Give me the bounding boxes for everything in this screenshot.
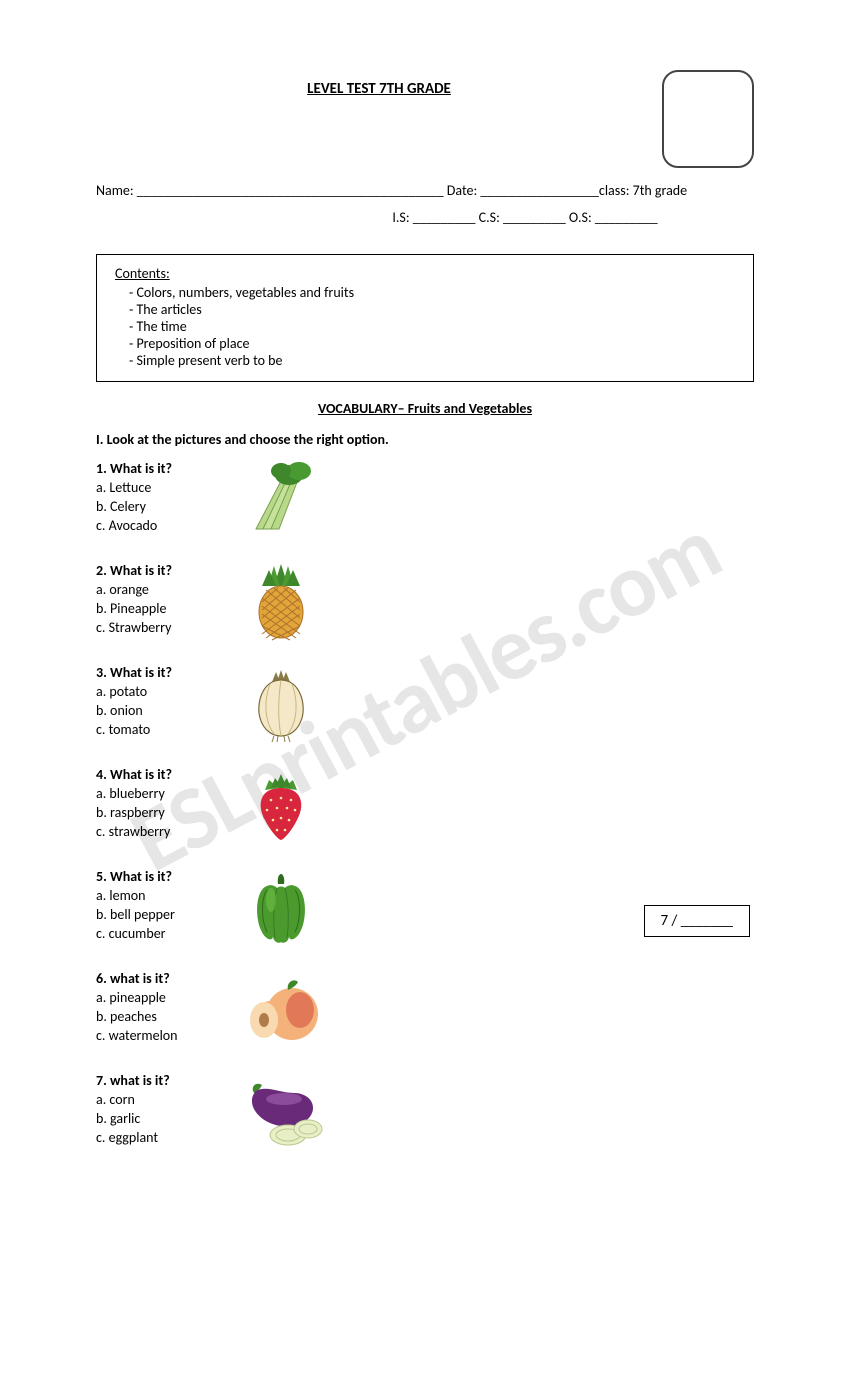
contents-item: Preposition of place [143, 335, 735, 352]
score-box [662, 70, 754, 168]
option-b: b. onion [96, 702, 236, 721]
question-head: 4. What is it? [96, 766, 236, 785]
option-c: c. Strawberry [96, 619, 236, 638]
questions: 1. What is it? a. Lettuce b. Celery c. A… [96, 460, 754, 1152]
onion-icon [236, 664, 326, 744]
option-c: c. eggplant [96, 1129, 236, 1148]
option-c: c. strawberry [96, 823, 236, 842]
question-head: 5. What is it? [96, 868, 236, 887]
score-fields-line: I.S: _________ C.S: _________ O.S: _____… [96, 209, 754, 226]
question-head: 1. What is it? [96, 460, 236, 479]
option-c: c. watermelon [96, 1027, 236, 1046]
question-head: 2. What is it? [96, 562, 236, 581]
contents-list: Colors, numbers, vegetables and fruits T… [115, 284, 735, 369]
question-6: 6. what is it? a. pineapple b. peaches c… [96, 970, 754, 1050]
question-head: 7. what is it? [96, 1072, 236, 1091]
option-b: b. garlic [96, 1110, 236, 1129]
eggplant-icon [236, 1072, 326, 1152]
contents-item: Simple present verb to be [143, 352, 735, 369]
question-1: 1. What is it? a. Lettuce b. Celery c. A… [96, 460, 754, 540]
option-c: c. tomato [96, 721, 236, 740]
option-b: b. bell pepper [96, 906, 236, 925]
celery-icon [236, 460, 326, 540]
option-c: c. cucumber [96, 925, 236, 944]
option-b: b. Pineapple [96, 600, 236, 619]
strawberry-icon [236, 766, 326, 846]
option-c: c. Avocado [96, 517, 236, 536]
option-a: a. Lettuce [96, 479, 236, 498]
option-a: a. potato [96, 683, 236, 702]
contents-item: Colors, numbers, vegetables and fruits [143, 284, 735, 301]
instruction: I. Look at the pictures and choose the r… [96, 431, 754, 448]
question-7: 7. what is it? a. corn b. garlic c. eggp… [96, 1072, 754, 1152]
question-head: 3. What is it? [96, 664, 236, 683]
question-5: 5. What is it? a. lemon b. bell pepper c… [96, 868, 754, 948]
question-head: 6. what is it? [96, 970, 236, 989]
section-title: VOCABULARY– Fruits and Vegetables [96, 400, 754, 417]
pineapple-icon [236, 562, 326, 642]
bell-pepper-icon [236, 868, 326, 948]
page-title: LEVEL TEST 7TH GRADE [96, 70, 662, 98]
contents-item: The articles [143, 301, 735, 318]
peach-icon [236, 970, 326, 1050]
contents-box: Contents: Colors, numbers, vegetables an… [96, 254, 754, 382]
question-3: 3. What is it? a. potato b. onion c. tom… [96, 664, 754, 744]
question-4: 4. What is it? a. blueberry b. raspberry… [96, 766, 754, 846]
option-a: a. blueberry [96, 785, 236, 804]
option-b: b. peaches [96, 1008, 236, 1027]
option-b: b. raspberry [96, 804, 236, 823]
option-b: b. Celery [96, 498, 236, 517]
option-a: a. orange [96, 581, 236, 600]
contents-item: The time [143, 318, 735, 335]
contents-label: Contents: [115, 265, 735, 282]
option-a: a. lemon [96, 887, 236, 906]
option-a: a. corn [96, 1091, 236, 1110]
question-2: 2. What is it? a. orange b. Pineapple c.… [96, 562, 754, 642]
option-a: a. pineapple [96, 989, 236, 1008]
name-date-line: Name: __________________________________… [96, 182, 754, 199]
